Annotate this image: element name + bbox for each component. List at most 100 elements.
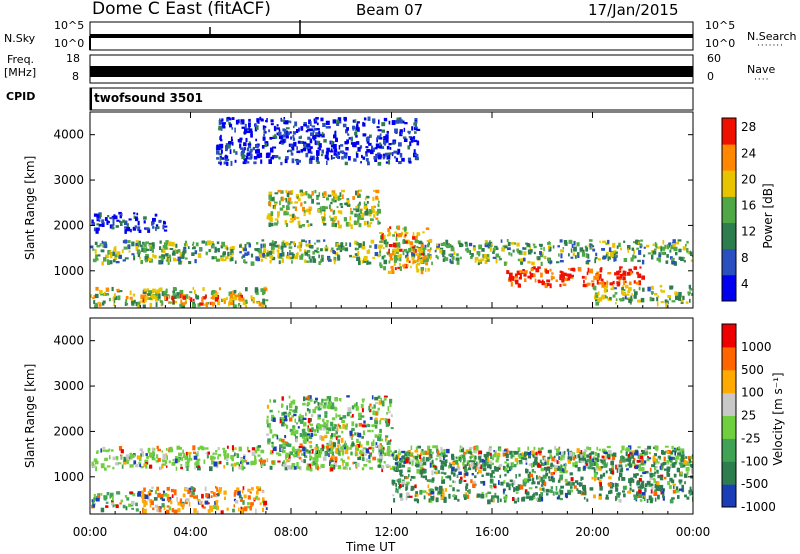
range-cell bbox=[328, 427, 332, 432]
range-cell bbox=[375, 444, 377, 448]
range-cell bbox=[639, 499, 643, 502]
range-cell bbox=[323, 223, 327, 226]
range-cell bbox=[241, 154, 245, 160]
range-cell bbox=[558, 461, 561, 464]
range-cell bbox=[492, 496, 495, 500]
range-cell bbox=[172, 257, 177, 262]
range-cell bbox=[495, 466, 499, 472]
range-cell bbox=[585, 253, 588, 258]
range-cell bbox=[311, 449, 314, 454]
range-cell bbox=[435, 458, 438, 461]
range-cell bbox=[231, 245, 235, 251]
range-cell bbox=[441, 488, 444, 492]
range-cell bbox=[162, 245, 166, 250]
range-cell bbox=[113, 247, 117, 253]
range-cell bbox=[233, 462, 237, 467]
range-cell bbox=[525, 468, 528, 472]
range-cell bbox=[584, 245, 588, 249]
range-cell bbox=[361, 449, 365, 452]
range-cell bbox=[314, 446, 318, 450]
range-cell bbox=[606, 445, 611, 449]
range-cell bbox=[458, 479, 463, 483]
range-cell bbox=[408, 474, 410, 478]
range-cell bbox=[420, 270, 424, 275]
range-cell bbox=[333, 464, 336, 470]
range-cell bbox=[342, 444, 346, 448]
range-cell bbox=[313, 400, 316, 404]
range-cell bbox=[428, 479, 433, 483]
range-cell bbox=[343, 117, 347, 122]
range-cell bbox=[196, 451, 200, 454]
range-cell bbox=[532, 462, 535, 467]
range-cell bbox=[190, 487, 195, 491]
range-cell bbox=[246, 153, 251, 157]
range-cell bbox=[335, 153, 339, 158]
range-cell bbox=[626, 447, 630, 452]
range-cell bbox=[569, 457, 572, 460]
range-cell bbox=[302, 206, 305, 212]
range-cell bbox=[372, 439, 375, 443]
range-cell bbox=[385, 464, 390, 467]
range-cell bbox=[306, 408, 309, 412]
range-cell bbox=[102, 243, 105, 248]
range-cell bbox=[621, 477, 626, 481]
range-cell bbox=[344, 445, 348, 450]
range-cell bbox=[522, 269, 525, 272]
range-cell bbox=[276, 435, 279, 440]
range-cell bbox=[403, 138, 408, 142]
range-cell bbox=[455, 456, 458, 459]
range-cell bbox=[111, 286, 114, 292]
range-cell bbox=[182, 302, 186, 306]
range-cell bbox=[384, 418, 387, 421]
range-cell bbox=[636, 491, 639, 496]
range-cell bbox=[535, 498, 538, 502]
range-cell bbox=[624, 295, 627, 300]
range-cell bbox=[359, 451, 363, 454]
range-cell bbox=[686, 240, 689, 244]
range-cell bbox=[385, 419, 389, 424]
range-cell bbox=[295, 216, 300, 219]
range-cell bbox=[665, 450, 668, 454]
range-cell bbox=[539, 487, 542, 491]
range-cell bbox=[465, 248, 467, 252]
range-cell bbox=[635, 239, 639, 243]
range-cell bbox=[276, 132, 280, 136]
range-cell bbox=[358, 432, 362, 437]
range-cell bbox=[538, 452, 542, 456]
range-cell bbox=[167, 499, 170, 503]
range-cell bbox=[541, 487, 545, 491]
range-cell bbox=[398, 481, 400, 485]
range-cell bbox=[268, 424, 271, 429]
range-cell bbox=[413, 122, 417, 126]
range-cell bbox=[486, 259, 490, 262]
range-cell bbox=[544, 461, 547, 466]
range-cell bbox=[597, 477, 600, 481]
range-cell bbox=[135, 463, 139, 468]
range-cell bbox=[265, 119, 267, 123]
range-cell bbox=[607, 272, 612, 275]
range-cell bbox=[605, 242, 608, 245]
range-cell bbox=[109, 250, 112, 253]
range-cell bbox=[248, 141, 251, 144]
range-cell bbox=[421, 246, 423, 251]
range-cell bbox=[386, 451, 391, 456]
range-cell bbox=[443, 242, 445, 246]
range-cell bbox=[473, 445, 476, 451]
range-cell bbox=[369, 245, 372, 248]
range-cell bbox=[276, 220, 279, 224]
range-cell bbox=[383, 259, 387, 265]
range-cell bbox=[454, 480, 457, 484]
range-cell bbox=[477, 261, 480, 266]
range-cell bbox=[189, 291, 193, 294]
range-cell bbox=[443, 454, 448, 457]
range-cell bbox=[601, 294, 605, 299]
range-cell bbox=[158, 287, 163, 292]
range-cell bbox=[176, 496, 178, 502]
range-cell bbox=[145, 453, 148, 457]
colorbar-tick-label: -100 bbox=[741, 454, 768, 468]
range-cell bbox=[358, 223, 362, 228]
range-cell bbox=[423, 495, 426, 500]
range-cell bbox=[521, 497, 526, 502]
range-cell bbox=[396, 233, 398, 237]
range-cell bbox=[207, 451, 210, 455]
